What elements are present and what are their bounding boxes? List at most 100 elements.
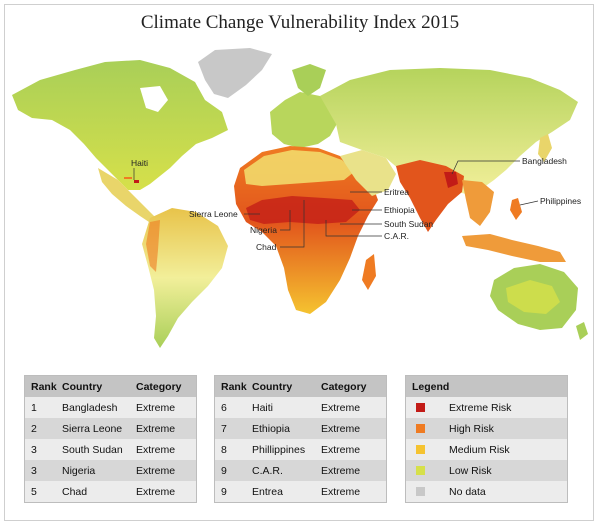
table-row: 9 Entrea Extreme [215,481,386,502]
madagascar-region [362,254,376,290]
arabia-region [340,150,396,196]
category-cell: Extreme [136,485,176,498]
legend-item: Extreme Risk [406,397,567,418]
rank-cell: 1 [31,401,37,414]
philippines-leader [519,200,539,206]
rank-cell: 5 [31,485,37,498]
category-cell: Extreme [321,464,361,477]
rank-cell: 2 [31,422,37,435]
country-cell: Entrea [252,485,283,498]
asia-region [320,68,578,194]
bangladesh-label: Bangladesh [522,156,567,166]
bangladesh-marker [444,172,458,188]
category-cell: Extreme [321,401,361,414]
car-label: C.A.R. [384,231,409,241]
country-header: Country [62,380,103,393]
category-cell: Extreme [321,443,361,456]
category-cell: Extreme [321,485,361,498]
eritrea-label: Eritrea [384,187,409,197]
central-america-region [98,168,158,224]
car-leader [325,220,382,237]
country-cell: C.A.R. [252,464,283,477]
category-cell: Extreme [321,422,361,435]
chad-label: Chad [256,242,277,252]
nigeria-leader [280,210,291,231]
high-risk-swatch [416,424,425,433]
table-row: 1 Bangladesh Extreme [25,397,196,418]
table-row: 8 Phillippines Extreme [215,439,386,460]
legend-item: High Risk [406,418,567,439]
rank-cell: 9 [221,485,227,498]
south-sudan-label: South Sudan [384,219,433,229]
greenland-region [198,48,272,98]
extreme-risk-swatch [416,403,425,412]
category-header: Category [321,380,367,393]
medium-risk-swatch [416,445,425,454]
south-america-region [142,208,228,348]
hudson-bay [140,86,168,112]
legend-item: Medium Risk [406,439,567,460]
table-row: 7 Ethiopia Extreme [215,418,386,439]
rank-cell: 3 [31,443,37,456]
rank-header: Rank [221,380,247,393]
legend-label: No data [449,485,486,498]
chad-leader [280,200,305,248]
europe-region [270,92,338,148]
australia-inland [506,280,560,314]
indonesia-region [462,234,566,262]
table-header: Rank Country Category [215,376,386,397]
legend-header: Legend [406,376,567,397]
scandinavia-region [292,64,326,96]
legend-label: Extreme Risk [449,401,512,414]
world-map: Haiti Sierra Leone Nigeria Chad Eritrea … [12,48,588,348]
africa-region [234,146,378,314]
southeast-asia-region [462,180,494,226]
ethiopia-label: Ethiopia [384,205,415,215]
legend-label: Low Risk [449,464,492,477]
philippines-marker [510,198,522,220]
country-cell: Haiti [252,401,274,414]
legend-label: Medium Risk [449,443,510,456]
rank-cell: 8 [221,443,227,456]
category-cell: Extreme [136,401,176,414]
page-title: Climate Change Vulnerability Index 2015 [140,12,460,33]
new-zealand-region [576,322,588,340]
table-row: 2 Sierra Leone Extreme [25,418,196,439]
ranking-table-1: Rank Country Category 1 Bangladesh Extre… [24,375,197,503]
sierra-leone-label: Sierra Leone [189,209,238,219]
sahel-band [246,196,360,224]
haiti-marker [134,180,139,183]
north-america-region [12,60,228,190]
category-cell: Extreme [136,422,176,435]
rank-header: Rank [31,380,57,393]
andes-band [146,220,160,272]
table-row: 9 C.A.R. Extreme [215,460,386,481]
country-cell: Nigeria [62,464,96,477]
nigeria-label: Nigeria [250,225,277,235]
country-cell: Sierra Leone [62,422,123,435]
low-risk-swatch [416,466,425,475]
rank-cell: 7 [221,422,227,435]
table-row: 5 Chad Extreme [25,481,196,502]
country-cell: South Sudan [62,443,123,456]
ranking-table-2: Rank Country Category 6 Haiti Extreme 7 … [214,375,387,503]
rank-cell: 9 [221,464,227,477]
category-header: Category [136,380,182,393]
philippines-label: Philippines [540,196,581,206]
country-cell: Phillippines [252,443,306,456]
country-cell: Ethiopia [252,422,290,435]
bangladesh-leader [451,160,520,175]
legend-item: No data [406,481,567,502]
category-cell: Extreme [136,443,176,456]
caribbean-isle [124,177,132,179]
legend-table: Legend Extreme Risk High Risk Medium Ris… [405,375,568,503]
table-row: 3 Nigeria Extreme [25,460,196,481]
no-data-swatch [416,487,425,496]
rank-cell: 3 [31,464,37,477]
table-row: 6 Haiti Extreme [215,397,386,418]
sahara-band [244,150,354,186]
category-cell: Extreme [136,464,176,477]
country-cell: Bangladesh [62,401,118,414]
rank-cell: 6 [221,401,227,414]
haiti-label: Haiti [131,158,148,168]
